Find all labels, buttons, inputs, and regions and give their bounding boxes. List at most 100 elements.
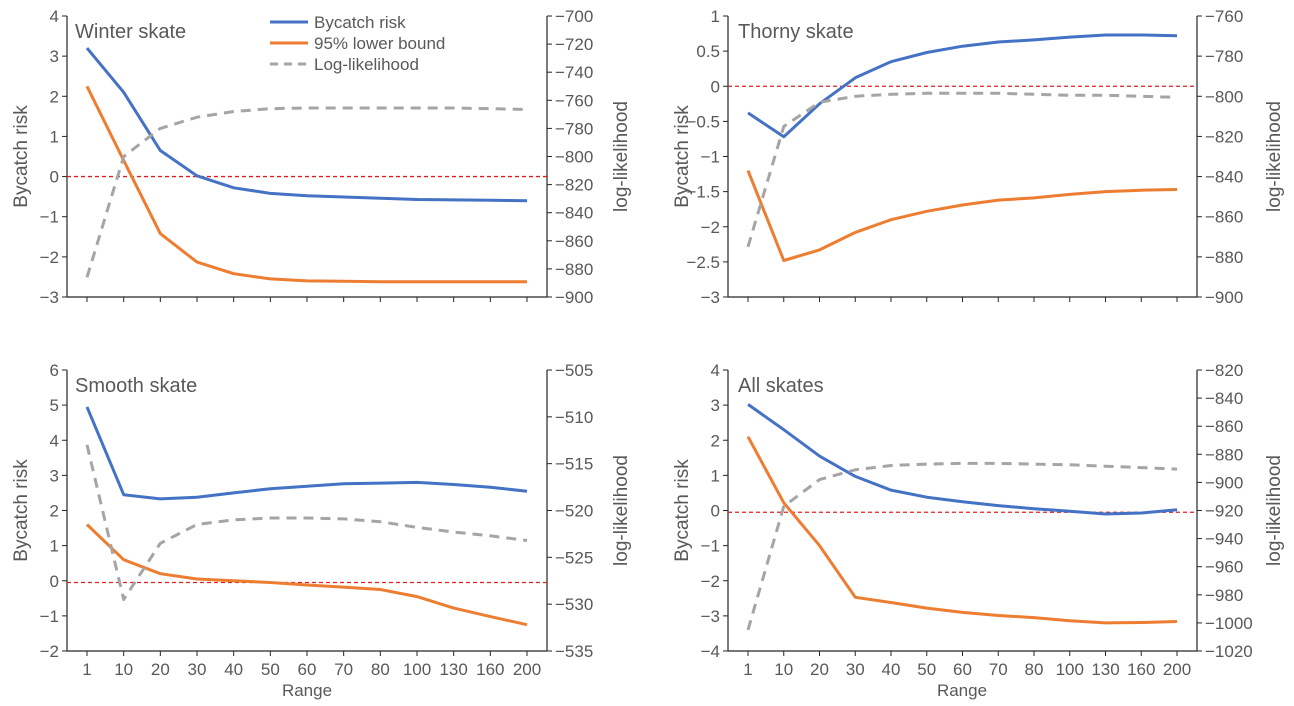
chart-panel-4: −4 −3 −2 −1 0 1 2 3 4 −1020 −1000 −980 −960 −940 −920 −… [672,361,1285,700]
x-tick-label: 40 [882,660,901,679]
left-tick-label: 3 [711,396,720,415]
panel-title: Thorny skate [738,21,854,43]
lower-bound-line [85,523,528,627]
right-tick-label: −920 [1205,502,1243,521]
x-tick-label: 80 [371,660,390,679]
left-tick-label: −1 [40,607,59,626]
bycatch-risk-line [747,33,1178,139]
legend: Bycatch risk 95% lower bound Log-likelihoo… [270,13,445,74]
right-tick-label: −900 [1205,288,1243,307]
y2-axis-label: log-likelihood [611,455,632,566]
legend-label-3: Log-likelihood [314,55,419,74]
y-axis-label: Bycatch risk [11,105,32,208]
x-tick-label: 10 [114,660,133,679]
bycatch-risk-line [85,47,528,203]
x-tick-label: 160 [1127,660,1155,679]
right-tick-label: −505 [555,361,593,380]
x-tick-label: 50 [917,660,936,679]
lower-bound-line [746,435,1178,625]
right-tick-label: −535 [555,642,593,661]
left-tick-label: 0.5 [696,42,720,61]
right-tick-label: −820 [1205,361,1243,380]
right-tick-label: −860 [1205,208,1243,227]
left-tick-label: 6 [50,361,59,380]
left-tick-label: −4 [701,642,720,661]
right-tick-label: −760 [555,91,593,110]
left-tick-label: 4 [711,361,720,380]
x-tick-label: 160 [476,660,504,679]
log-likelihood-line [746,91,1178,248]
x-tick-label: 130 [1091,660,1119,679]
panel-title: Smooth skate [75,375,197,397]
left-tick-label: 3 [50,466,59,485]
legend-label-1: Bycatch risk [314,13,406,32]
y-axis-label: Bycatch risk [672,105,693,208]
x-tick-label: 70 [334,660,353,679]
right-tick-label: −860 [1205,417,1243,436]
right-tick-label: −980 [1205,586,1243,605]
log-likelihood-line [746,461,1178,631]
x-tick-label: 1 [743,660,752,679]
right-tick-label: −720 [555,35,593,54]
right-tick-label: −880 [1205,445,1243,464]
right-tick-label: −900 [1205,473,1243,492]
left-tick-label: 0 [50,572,59,591]
left-tick-label: 1 [711,7,720,26]
left-tick-label: −2 [40,642,59,661]
right-tick-label: −530 [555,595,593,614]
x-tick-label: 1 [82,660,91,679]
x-tick-label: 70 [989,660,1008,679]
left-tick-label: 4 [50,7,59,26]
left-tick-label: −2 [40,248,59,267]
legend-label-2: 95% lower bound [314,34,445,53]
y2-axis-label: log-likelihood [1264,101,1285,212]
x-axis-label: Range [937,681,987,700]
left-tick-label: 1 [50,537,59,556]
lower-bound-line [85,85,527,284]
left-tick-label: 2 [50,502,59,521]
x-tick-label: 100 [403,660,431,679]
x-tick-label: 20 [151,660,170,679]
bycatch-risk-line [85,406,528,501]
x-tick-label: 40 [224,660,243,679]
x-tick-label: 200 [1163,660,1191,679]
chart-panel-2: −3 −2.5 −2 −1.5 −1 −0.5 0 0.5 1 −900 −880 −860 −840 −… [672,7,1285,307]
right-tick-label: −800 [1205,87,1243,106]
log-likelihood-line [85,444,528,601]
x-tick-label: 100 [1056,660,1084,679]
left-tick-label: 0 [711,502,720,521]
right-tick-label: −1020 [1205,642,1253,661]
x-tick-label: 30 [188,660,207,679]
left-tick-label: −3 [701,288,720,307]
right-tick-label: −515 [555,455,593,474]
right-tick-label: −960 [1205,558,1243,577]
left-tick-label: −0.5 [686,112,720,131]
x-tick-label: 80 [1025,660,1044,679]
right-tick-label: −880 [1205,248,1243,267]
x-tick-label: 60 [298,660,317,679]
x-tick-label: 50 [261,660,280,679]
panel-title: Winter skate [75,21,186,43]
left-tick-label: −1 [701,148,720,167]
left-tick-label: 0 [50,168,59,187]
log-likelihood-line [85,106,528,278]
chart-panels: −3 −2 −1 0 1 2 3 4 −900 −880 −860 −840 −820 −800 −780 −… [11,7,1285,700]
panel-title: All skates [738,375,824,397]
right-tick-label: −840 [1205,168,1243,187]
right-tick-label: −740 [555,63,593,82]
chart-panel-1: −3 −2 −1 0 1 2 3 4 −900 −880 −860 −840 −820 −800 −780 −… [11,7,632,307]
left-tick-label: 2 [50,87,59,106]
right-tick-label: −780 [555,119,593,138]
right-tick-label: −840 [555,204,593,223]
lower-bound-line [746,170,1178,262]
right-tick-label: −760 [1205,7,1243,26]
x-tick-label: 20 [810,660,829,679]
y-axis-label: Bycatch risk [11,459,32,562]
left-tick-label: −3 [701,607,720,626]
x-tick-label: 130 [439,660,467,679]
left-tick-label: 0 [711,77,720,96]
left-tick-label: −1.5 [686,183,720,202]
y-axis-label: Bycatch risk [672,459,693,562]
x-tick-label: 200 [513,660,541,679]
